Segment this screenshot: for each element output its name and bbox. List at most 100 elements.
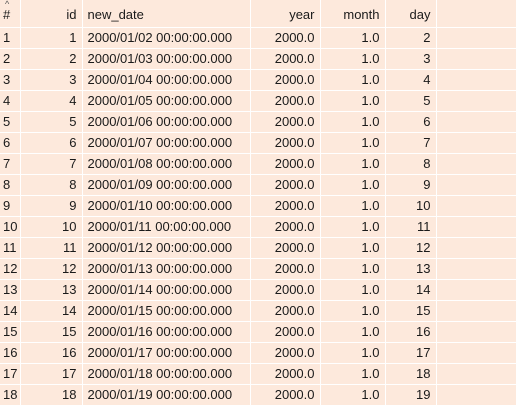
column-header-new-date[interactable]: new_date — [82, 0, 251, 28]
row-index-cell[interactable]: 12 — [0, 258, 21, 280]
new-date-cell[interactable]: 2000/01/17 00:00:00.000 — [82, 342, 251, 364]
id-cell[interactable]: 12 — [20, 258, 83, 280]
new-date-cell[interactable]: 2000/01/13 00:00:00.000 — [82, 258, 251, 280]
year-cell[interactable]: 2000.0 — [250, 132, 321, 154]
year-cell[interactable]: 2000.0 — [250, 216, 321, 238]
id-cell[interactable]: 5 — [20, 111, 83, 133]
day-cell[interactable]: 12 — [385, 237, 437, 259]
new-date-cell[interactable]: 2000/01/18 00:00:00.000 — [82, 363, 251, 385]
table-row[interactable]: 2 2 2000/01/03 00:00:00.000 2000.0 1.0 3 — [0, 48, 516, 70]
month-cell[interactable]: 1.0 — [320, 279, 386, 301]
id-cell[interactable]: 2 — [20, 48, 83, 70]
day-cell[interactable]: 6 — [385, 111, 437, 133]
day-cell[interactable]: 9 — [385, 174, 437, 196]
id-cell[interactable]: 7 — [20, 153, 83, 175]
day-cell[interactable]: 15 — [385, 300, 437, 322]
id-cell[interactable]: 15 — [20, 321, 83, 343]
id-cell[interactable]: 9 — [20, 195, 83, 217]
table-row[interactable]: 13 13 2000/01/14 00:00:00.000 2000.0 1.0 14 — [0, 279, 516, 301]
year-cell[interactable]: 2000.0 — [250, 279, 321, 301]
new-date-cell[interactable]: 2000/01/15 00:00:00.000 — [82, 300, 251, 322]
new-date-cell[interactable]: 2000/01/08 00:00:00.000 — [82, 153, 251, 175]
row-index-cell[interactable]: 8 — [0, 174, 21, 196]
day-cell[interactable]: 4 — [385, 69, 437, 91]
month-cell[interactable]: 1.0 — [320, 27, 386, 49]
month-cell[interactable]: 1.0 — [320, 48, 386, 70]
day-cell[interactable]: 8 — [385, 153, 437, 175]
row-index-cell[interactable]: 18 — [0, 384, 21, 406]
row-index-cell[interactable]: 14 — [0, 300, 21, 322]
table-row[interactable]: 12 12 2000/01/13 00:00:00.000 2000.0 1.0 13 — [0, 258, 516, 280]
day-cell[interactable]: 5 — [385, 90, 437, 112]
column-header-month[interactable]: month — [320, 0, 386, 28]
row-index-cell[interactable]: 17 — [0, 363, 21, 385]
new-date-cell[interactable]: 2000/01/07 00:00:00.000 — [82, 132, 251, 154]
row-index-cell[interactable]: 5 — [0, 111, 21, 133]
row-index-cell[interactable]: 2 — [0, 48, 21, 70]
id-cell[interactable]: 8 — [20, 174, 83, 196]
table-row[interactable]: 11 11 2000/01/12 00:00:00.000 2000.0 1.0 12 — [0, 237, 516, 259]
row-index-cell[interactable]: 11 — [0, 237, 21, 259]
new-date-cell[interactable]: 2000/01/09 00:00:00.000 — [82, 174, 251, 196]
month-cell[interactable]: 1.0 — [320, 342, 386, 364]
column-header-index[interactable]: ^ # — [0, 0, 21, 28]
table-row[interactable]: 6 6 2000/01/07 00:00:00.000 2000.0 1.0 7 — [0, 132, 516, 154]
year-cell[interactable]: 2000.0 — [250, 237, 321, 259]
table-row[interactable]: 4 4 2000/01/05 00:00:00.000 2000.0 1.0 5 — [0, 90, 516, 112]
row-index-cell[interactable]: 15 — [0, 321, 21, 343]
day-cell[interactable]: 11 — [385, 216, 437, 238]
table-row[interactable]: 15 15 2000/01/16 00:00:00.000 2000.0 1.0 16 — [0, 321, 516, 343]
month-cell[interactable]: 1.0 — [320, 300, 386, 322]
month-cell[interactable]: 1.0 — [320, 111, 386, 133]
table-row[interactable]: 5 5 2000/01/06 00:00:00.000 2000.0 1.0 6 — [0, 111, 516, 133]
new-date-cell[interactable]: 2000/01/05 00:00:00.000 — [82, 90, 251, 112]
year-cell[interactable]: 2000.0 — [250, 174, 321, 196]
year-cell[interactable]: 2000.0 — [250, 300, 321, 322]
row-index-cell[interactable]: 4 — [0, 90, 21, 112]
year-cell[interactable]: 2000.0 — [250, 111, 321, 133]
new-date-cell[interactable]: 2000/01/16 00:00:00.000 — [82, 321, 251, 343]
year-cell[interactable]: 2000.0 — [250, 27, 321, 49]
new-date-cell[interactable]: 2000/01/11 00:00:00.000 — [82, 216, 251, 238]
day-cell[interactable]: 19 — [385, 384, 437, 406]
column-header-year[interactable]: year — [250, 0, 321, 28]
row-index-cell[interactable]: 9 — [0, 195, 21, 217]
id-cell[interactable]: 13 — [20, 279, 83, 301]
day-cell[interactable]: 14 — [385, 279, 437, 301]
id-cell[interactable]: 18 — [20, 384, 83, 406]
row-index-cell[interactable]: 3 — [0, 69, 21, 91]
row-index-cell[interactable]: 10 — [0, 216, 21, 238]
new-date-cell[interactable]: 2000/01/02 00:00:00.000 — [82, 27, 251, 49]
id-cell[interactable]: 10 — [20, 216, 83, 238]
table-row[interactable]: 17 17 2000/01/18 00:00:00.000 2000.0 1.0 18 — [0, 363, 516, 385]
new-date-cell[interactable]: 2000/01/14 00:00:00.000 — [82, 279, 251, 301]
table-row[interactable]: 1 1 2000/01/02 00:00:00.000 2000.0 1.0 2 — [0, 27, 516, 49]
year-cell[interactable]: 2000.0 — [250, 363, 321, 385]
table-row[interactable]: 9 9 2000/01/10 00:00:00.000 2000.0 1.0 10 — [0, 195, 516, 217]
table-row[interactable]: 10 10 2000/01/11 00:00:00.000 2000.0 1.0 11 — [0, 216, 516, 238]
new-date-cell[interactable]: 2000/01/06 00:00:00.000 — [82, 111, 251, 133]
month-cell[interactable]: 1.0 — [320, 90, 386, 112]
row-index-cell[interactable]: 1 — [0, 27, 21, 49]
row-index-cell[interactable]: 16 — [0, 342, 21, 364]
month-cell[interactable]: 1.0 — [320, 384, 386, 406]
id-cell[interactable]: 14 — [20, 300, 83, 322]
year-cell[interactable]: 2000.0 — [250, 258, 321, 280]
id-cell[interactable]: 6 — [20, 132, 83, 154]
row-index-cell[interactable]: 6 — [0, 132, 21, 154]
day-cell[interactable]: 16 — [385, 321, 437, 343]
table-row[interactable]: 8 8 2000/01/09 00:00:00.000 2000.0 1.0 9 — [0, 174, 516, 196]
day-cell[interactable]: 3 — [385, 48, 437, 70]
day-cell[interactable]: 7 — [385, 132, 437, 154]
new-date-cell[interactable]: 2000/01/03 00:00:00.000 — [82, 48, 251, 70]
id-cell[interactable]: 17 — [20, 363, 83, 385]
year-cell[interactable]: 2000.0 — [250, 384, 321, 406]
year-cell[interactable]: 2000.0 — [250, 195, 321, 217]
table-row[interactable]: 14 14 2000/01/15 00:00:00.000 2000.0 1.0 15 — [0, 300, 516, 322]
new-date-cell[interactable]: 2000/01/04 00:00:00.000 — [82, 69, 251, 91]
year-cell[interactable]: 2000.0 — [250, 321, 321, 343]
id-cell[interactable]: 3 — [20, 69, 83, 91]
day-cell[interactable]: 13 — [385, 258, 437, 280]
row-index-cell[interactable]: 13 — [0, 279, 21, 301]
id-cell[interactable]: 1 — [20, 27, 83, 49]
